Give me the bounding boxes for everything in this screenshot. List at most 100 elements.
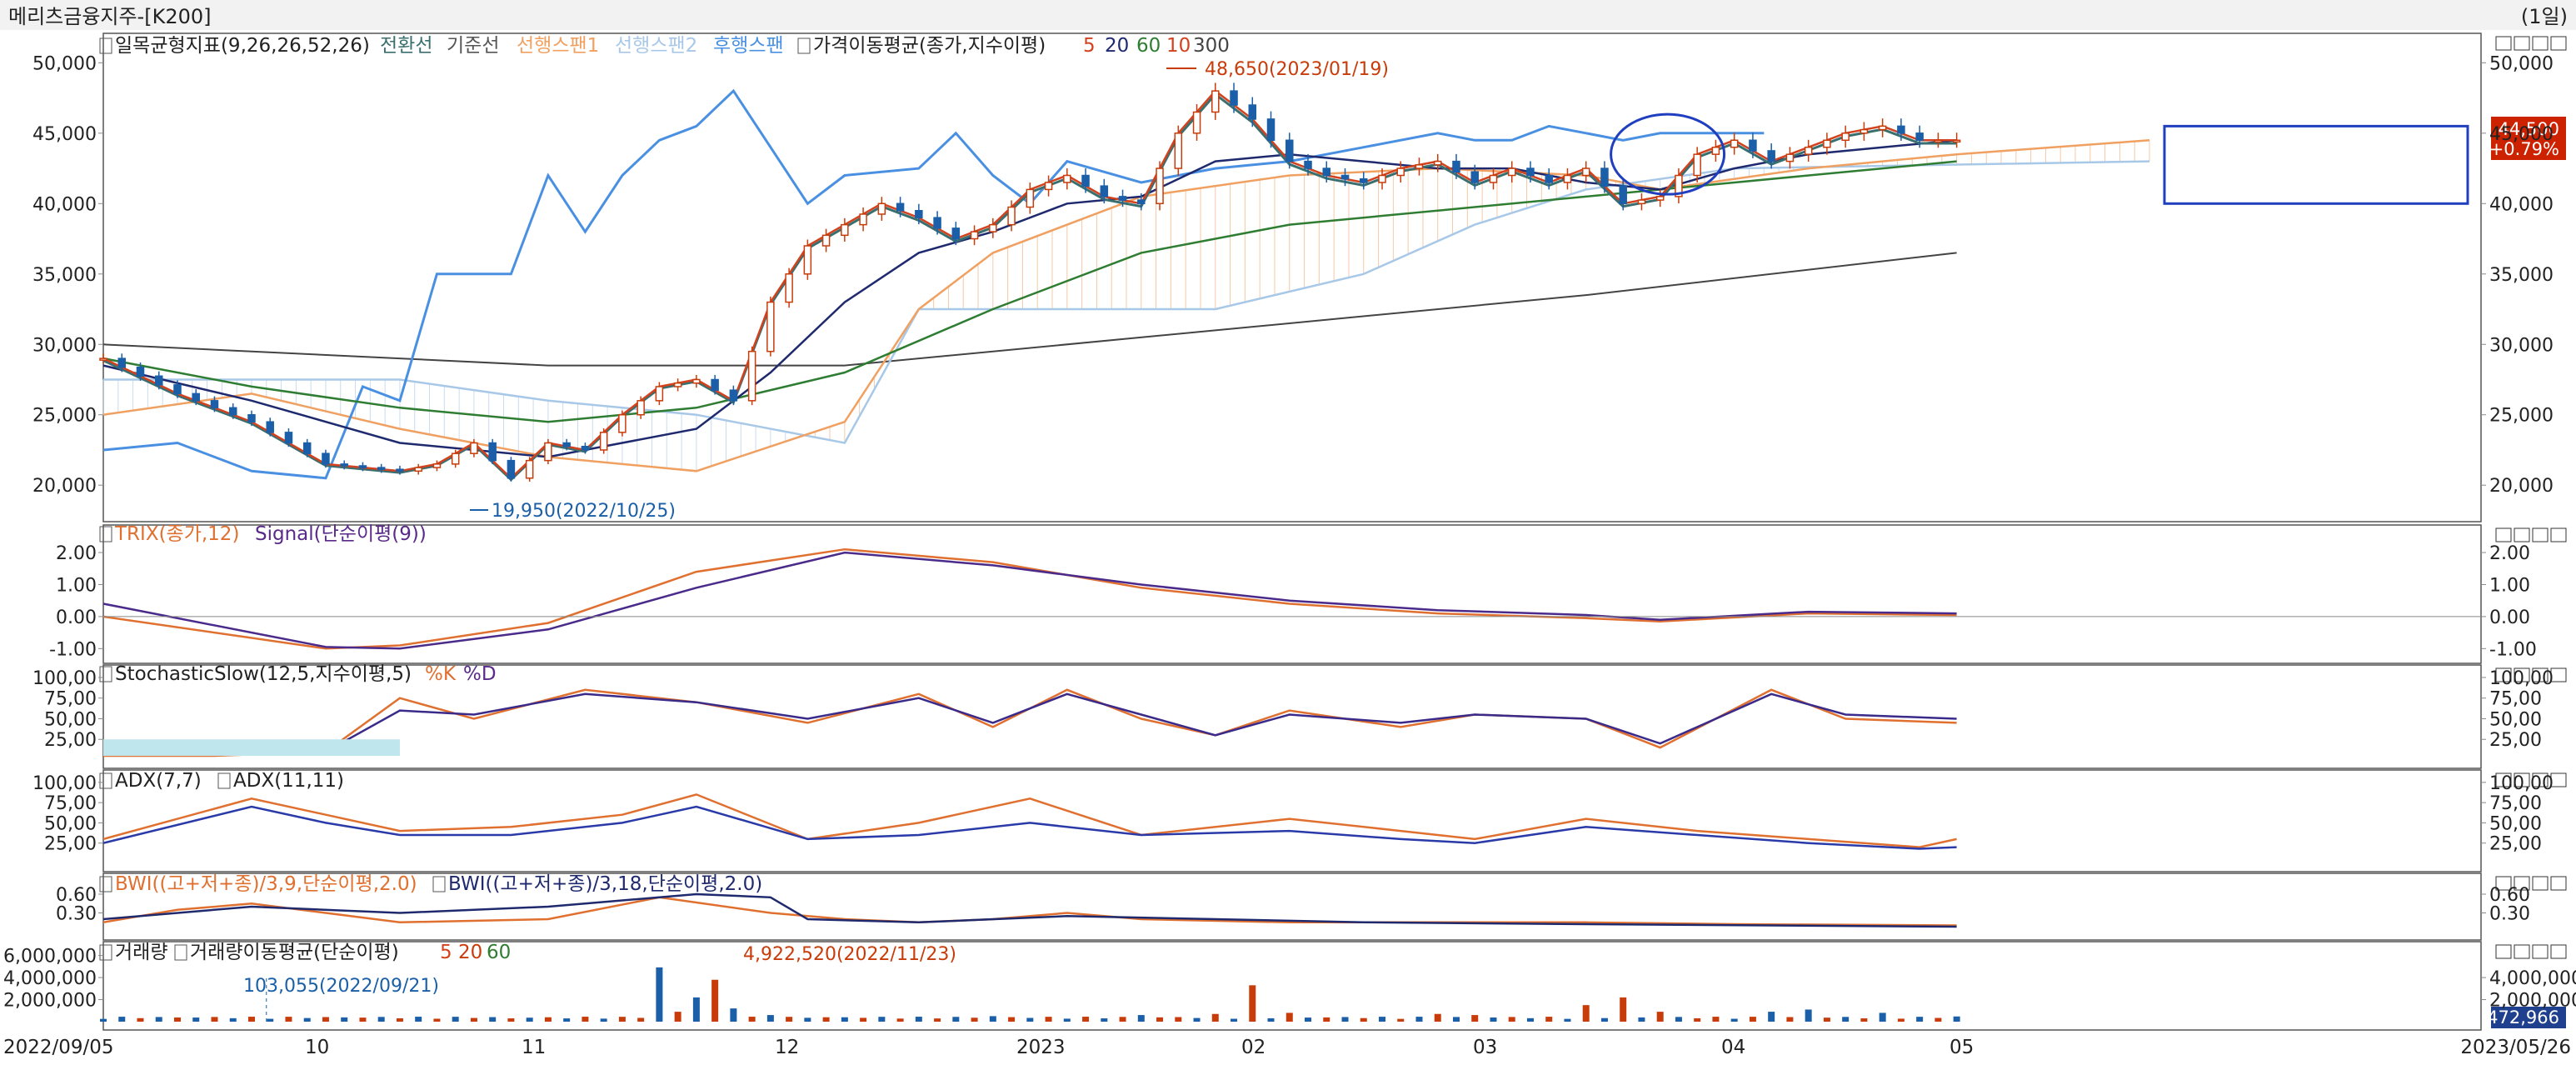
adx-series-0-line xyxy=(102,793,1957,848)
candle-body xyxy=(99,358,107,361)
ichimoku-title: 일목균형지표(9,26,26,52,26) xyxy=(115,35,370,57)
trix-y-tick-label: 0.00 xyxy=(56,608,97,628)
price-y-right-tick-label: 20,000 xyxy=(2489,476,2554,497)
maximize-icon xyxy=(2532,668,2549,682)
candle-body xyxy=(302,442,312,454)
trix-panel-frame xyxy=(102,524,2482,664)
minimize-icon xyxy=(2514,528,2530,542)
volume-bar xyxy=(377,1017,385,1022)
bwi-y-tick-label: 0.60 xyxy=(56,885,97,906)
candle-body xyxy=(1100,185,1109,198)
x-label-may: 05 xyxy=(1949,1037,1974,1058)
candle-body xyxy=(1619,185,1627,205)
volume-bar xyxy=(1305,1018,1312,1022)
close-icon xyxy=(2550,876,2567,891)
legend-box-icon xyxy=(217,772,231,789)
price-y-right-tick-label: 40,000 xyxy=(2489,194,2554,215)
volume-ma-5: 5 xyxy=(440,942,452,963)
volume-ma-legend-label: 거래량이동평균(단순이평) xyxy=(190,942,399,963)
stoch-y-right-tick-label: 25,00 xyxy=(2489,730,2542,751)
candle-body xyxy=(1470,171,1479,183)
candle-body xyxy=(1118,196,1127,201)
volume-y-tick-label: 4,000,000 xyxy=(3,968,97,989)
candle-body xyxy=(154,375,163,386)
volume-bar xyxy=(1786,1017,1794,1022)
x-label-feb: 02 xyxy=(1241,1037,1266,1058)
last-volume: 472,966 xyxy=(2487,1008,2559,1028)
span2-line xyxy=(103,160,2150,444)
volume-bar xyxy=(267,1018,274,1022)
x-label-2023: 2023 xyxy=(1016,1037,1066,1058)
volume-trough-annotation: 103,055(2022/09/21) xyxy=(243,976,439,997)
volume-bar xyxy=(1471,1015,1479,1022)
volume-bar xyxy=(1897,1018,1905,1022)
volume-bar xyxy=(915,1017,922,1022)
volume-bar xyxy=(1526,1018,1534,1022)
candle-body xyxy=(136,366,145,378)
adx11-legend-label: ADX(11,11) xyxy=(233,770,344,792)
candle-body xyxy=(1378,174,1386,183)
candle-body xyxy=(766,301,775,352)
volume-bar xyxy=(1934,1018,1942,1022)
bwi-panel-frame xyxy=(102,872,2482,941)
volume-bar xyxy=(1323,1017,1330,1022)
ma-period-10: 10 xyxy=(1166,35,1191,57)
candle-body xyxy=(711,378,719,391)
volume-bar xyxy=(359,1018,367,1022)
candle-body xyxy=(1545,174,1553,183)
candle-body xyxy=(1360,178,1368,183)
candle-body xyxy=(673,382,682,388)
volume-bar xyxy=(1768,1012,1775,1022)
volume-bar xyxy=(618,1017,626,1022)
candle-body xyxy=(1655,196,1665,201)
bwi-y-tick-label: 0.30 xyxy=(56,904,97,925)
volume-bar xyxy=(137,1018,144,1022)
volume-panel-frame xyxy=(102,941,2482,1031)
candle-body xyxy=(933,217,941,229)
volume-bar xyxy=(229,1018,237,1022)
candle-body xyxy=(1156,168,1164,205)
volume-bar xyxy=(1231,1018,1238,1022)
candle-body xyxy=(358,465,367,468)
candle-body xyxy=(1489,174,1498,183)
volume-bar xyxy=(341,1017,348,1022)
price-panel-frame xyxy=(102,32,2482,522)
volume-bar xyxy=(544,1017,552,1022)
stoch-series-1-line xyxy=(102,692,1957,753)
price-annotations: 48,650(2023/01/19) 19,950(2022/10/25) 4,… xyxy=(243,59,1389,997)
candle-body xyxy=(637,400,645,416)
restore-icon xyxy=(2495,772,2512,788)
price-y-tick-label: 25,000 xyxy=(32,406,97,427)
candle-body xyxy=(1433,160,1442,166)
bwi-legend: BWI((고+저+종)/3,9,단순이평,2.0) BWI((고+저+종)/3,… xyxy=(99,873,762,895)
x-axis: 2022/09/05 10 11 12 2023 02 03 04 05 202… xyxy=(3,1037,2571,1058)
candle-body xyxy=(1804,146,1813,155)
ma-period-300: 300 xyxy=(1193,35,1230,57)
price-y-tick-label: 20,000 xyxy=(32,476,97,497)
candle-body xyxy=(173,384,182,395)
volume-bar xyxy=(100,1018,107,1022)
legend-box-icon xyxy=(174,944,187,961)
period-label: (1일) xyxy=(2521,5,2568,28)
ma-period-5: 5 xyxy=(1083,35,1096,57)
price-y-right-tick-label: 50,000 xyxy=(2489,53,2554,74)
stoch-y-right-tick-label: 50,00 xyxy=(2489,709,2542,730)
panel-frames xyxy=(102,32,2567,1031)
candle-body xyxy=(1600,168,1609,187)
ma-period-60: 60 xyxy=(1136,35,1161,57)
bwi9-legend-label: BWI((고+저+종)/3,9,단순이평,2.0) xyxy=(115,873,417,895)
candle-body xyxy=(1192,111,1201,134)
stoch-d-label: %D xyxy=(463,663,497,685)
title-bar xyxy=(0,0,2576,30)
adx-y-tick-label: 75,00 xyxy=(44,793,97,814)
volume-bar xyxy=(118,1017,126,1022)
stoch-y-tick-label: 25,00 xyxy=(44,730,97,751)
legend-box-icon xyxy=(99,772,112,789)
volume-bar xyxy=(1600,1018,1608,1022)
trix-y-right-tick-label: 1.00 xyxy=(2489,575,2530,596)
candle-body xyxy=(470,442,478,454)
candle-body xyxy=(1137,199,1146,205)
candle-body xyxy=(1063,174,1071,183)
